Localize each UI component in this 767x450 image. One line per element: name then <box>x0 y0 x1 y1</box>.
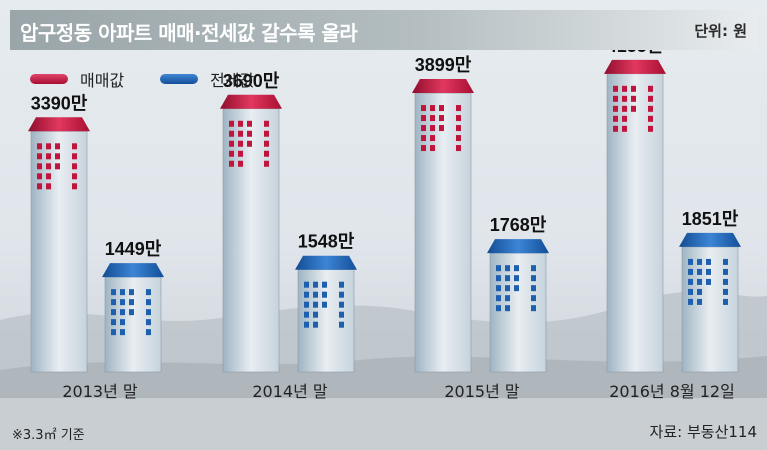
value-label: 3690만 <box>223 71 280 91</box>
category-label: 2013년 말 <box>62 382 138 401</box>
jeonse-building-bar <box>487 239 549 373</box>
footnote: ※3.3㎡ 기준 <box>12 428 85 443</box>
jeonse-building-bar <box>102 263 164 373</box>
value-label: 1768만 <box>490 215 547 235</box>
category-label: 2014년 말 <box>252 382 328 401</box>
legend-swatch-sale <box>30 74 68 84</box>
category-label: 2015년 말 <box>444 382 520 401</box>
unit-label: 단위: 원 <box>694 22 747 40</box>
value-label: 3899만 <box>415 55 472 75</box>
sale-building-bar <box>412 79 474 373</box>
category-label: 2016년 8월 12일 <box>609 382 735 401</box>
source-label: 자료: 부동산114 <box>649 423 757 441</box>
value-label: 1548만 <box>298 232 355 252</box>
sale-building-bar <box>604 59 666 373</box>
legend-label-jeonse: 전세값 <box>210 71 255 90</box>
value-label: 1851만 <box>682 209 739 229</box>
value-label: 3390만 <box>31 93 88 113</box>
chart-title: 압구정동 아파트 매매·전세값 갈수록 올라 <box>20 21 358 45</box>
sale-building-bar <box>28 117 90 373</box>
ground-strip <box>0 398 767 450</box>
title-bar <box>10 10 757 50</box>
sale-building-bar <box>220 94 282 373</box>
legend-swatch-jeonse <box>160 74 198 84</box>
jeonse-building-bar <box>295 255 357 373</box>
legend-label-sale: 매매값 <box>80 71 125 90</box>
value-label: 1449만 <box>105 239 162 259</box>
jeonse-building-bar <box>679 232 741 373</box>
